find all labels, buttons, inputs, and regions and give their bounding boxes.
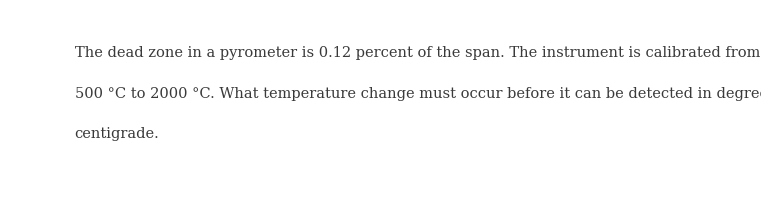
Text: centigrade.: centigrade.: [75, 127, 159, 141]
Text: The dead zone in a pyrometer is 0.12 percent of the span. The instrument is cali: The dead zone in a pyrometer is 0.12 per…: [75, 46, 760, 60]
Text: 500 °C to 2000 °C. What temperature change must occur before it can be detected : 500 °C to 2000 °C. What temperature chan…: [75, 87, 761, 100]
